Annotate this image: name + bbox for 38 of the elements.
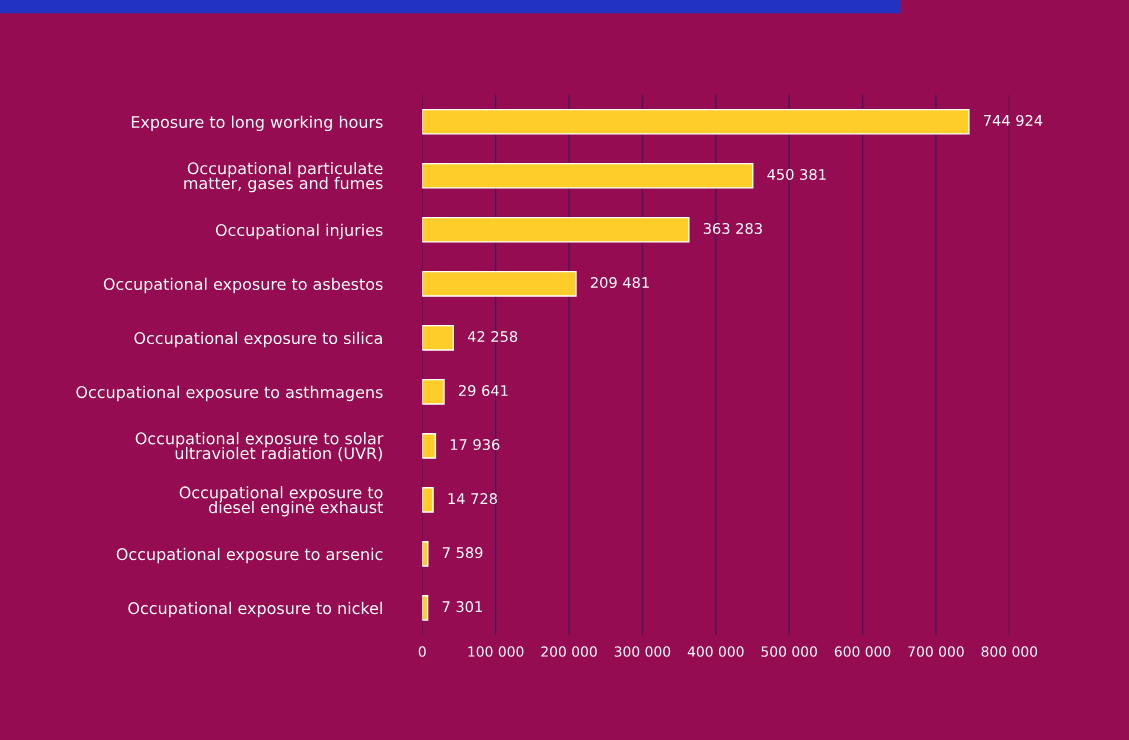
data-label: 7 301 bbox=[442, 601, 482, 613]
bar bbox=[422, 541, 429, 567]
bar bbox=[422, 162, 754, 189]
x-tick-label: 100 000 bbox=[468, 646, 524, 657]
y-tick-label: Occupational exposure to arsenic bbox=[116, 547, 383, 564]
data-label: 7 589 bbox=[442, 547, 483, 559]
y-tick-label: Occupational injuries bbox=[215, 223, 383, 240]
bar bbox=[422, 324, 454, 351]
x-tick-label: 0 bbox=[418, 646, 426, 657]
x-tick-label: 800 000 bbox=[981, 646, 1038, 657]
data-label: 17 936 bbox=[450, 439, 500, 451]
data-label: 42 258 bbox=[467, 331, 518, 343]
bar bbox=[422, 108, 970, 135]
y-tick-label: Occupational exposure to silica bbox=[134, 331, 382, 348]
x-tick-label: 200 000 bbox=[541, 646, 597, 657]
data-label: 744 924 bbox=[983, 114, 1043, 126]
x-tick-label: 500 000 bbox=[761, 646, 817, 657]
y-tick-label: Occupational exposure to nickel bbox=[128, 601, 382, 618]
bar bbox=[422, 433, 437, 459]
data-label: 29 641 bbox=[458, 385, 508, 397]
data-label: 363 283 bbox=[703, 222, 762, 234]
x-tick-label: 300 000 bbox=[614, 646, 671, 657]
y-tick-label: Occupational exposure to solar ultraviolet radiation (UVR) bbox=[135, 432, 384, 462]
bar bbox=[422, 487, 434, 513]
bar bbox=[422, 270, 577, 297]
x-tick-label: 700 000 bbox=[908, 646, 964, 657]
y-tick-label: Occupational exposure to asbestos bbox=[103, 277, 383, 294]
y-tick-label: Occupational exposure to asthmagens bbox=[76, 385, 383, 402]
y-tick-label: Occupational exposure to diesel engine exhaust bbox=[179, 486, 383, 517]
bar bbox=[422, 378, 445, 405]
y-tick-label: Occupational particulate matter, gases and fumes bbox=[184, 161, 383, 193]
data-label: 209 481 bbox=[590, 276, 649, 289]
x-tick-label: 400 000 bbox=[687, 646, 744, 657]
bar bbox=[422, 216, 690, 243]
data-label: 450 381 bbox=[767, 168, 826, 180]
y-tick-label: Exposure to long working hours bbox=[131, 115, 383, 132]
data-label: 14 728 bbox=[448, 493, 497, 505]
x-tick-label: 600 000 bbox=[834, 646, 891, 657]
